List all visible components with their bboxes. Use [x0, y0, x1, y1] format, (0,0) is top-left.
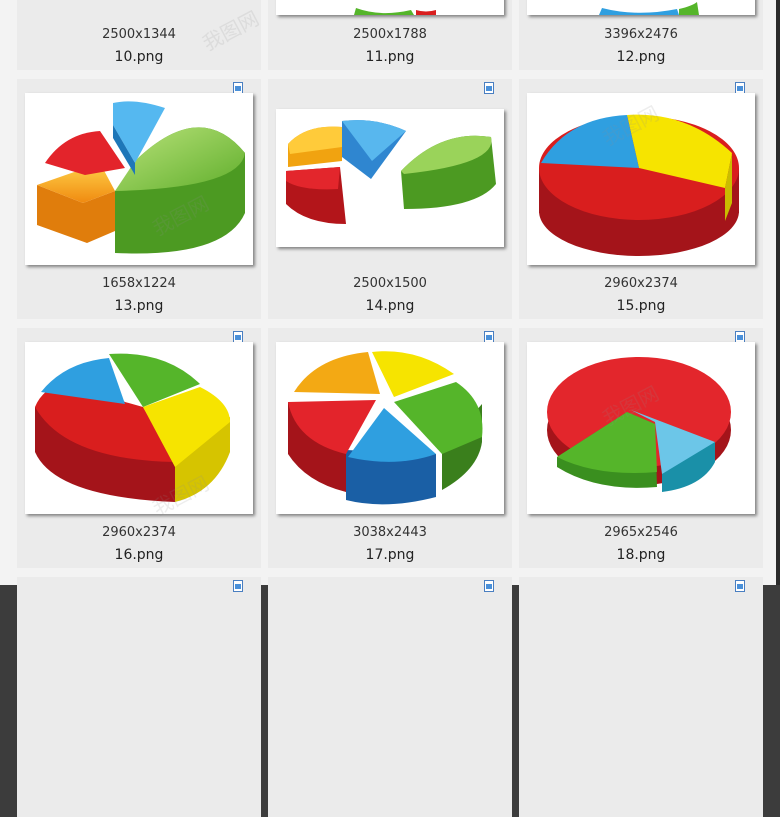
- image-dimensions: 2500x1788: [353, 27, 427, 42]
- file-name: 18.png: [616, 547, 666, 563]
- image-dimensions: 2500x1344: [102, 27, 176, 42]
- image-thumbnail: [527, 93, 755, 265]
- image-dimensions: 3396x2476: [604, 27, 678, 42]
- image-thumbnail: [25, 342, 253, 514]
- pie-chart-thumbnail: [599, 2, 699, 15]
- file-tile-partial[interactable]: [268, 577, 512, 817]
- window-edge: [776, 0, 780, 585]
- file-tile-11[interactable]: 2500x1788 11.png: [268, 0, 512, 70]
- image-dimensions: 2960x2374: [604, 276, 678, 291]
- pie-chart-thumbnail: [547, 357, 731, 492]
- file-name: 12.png: [616, 49, 666, 65]
- pie-chart-thumbnail: [286, 120, 496, 224]
- pie-chart-thumbnail: [354, 8, 436, 15]
- file-name: 11.png: [365, 49, 415, 65]
- file-name: 14.png: [365, 298, 415, 314]
- image-thumbnail: [276, 0, 504, 15]
- file-tile-16[interactable]: 2960x2374 16.png: [17, 328, 261, 568]
- image-file-icon: [484, 82, 494, 94]
- image-dimensions: 2500x1500: [353, 276, 427, 291]
- file-tile-13[interactable]: 1658x1224 13.png: [17, 79, 261, 319]
- image-dimensions: 2965x2546: [604, 525, 678, 540]
- pie-chart-thumbnail: [37, 101, 245, 254]
- file-name: 16.png: [114, 547, 164, 563]
- file-tile-15[interactable]: 2960x2374 15.png: [519, 79, 763, 319]
- file-tile-partial[interactable]: [519, 577, 763, 817]
- image-thumbnail: [276, 342, 504, 514]
- file-tile-12[interactable]: 3396x2476 12.png: [519, 0, 763, 70]
- file-tile-partial[interactable]: [17, 577, 261, 817]
- pie-chart-thumbnail: [539, 114, 739, 256]
- image-dimensions: 2960x2374: [102, 525, 176, 540]
- file-name: 15.png: [616, 298, 666, 314]
- image-thumbnail: [276, 109, 504, 247]
- image-dimensions: 3038x2443: [353, 525, 427, 540]
- file-tile-14[interactable]: 2500x1500 14.png: [268, 79, 512, 319]
- file-tile-17[interactable]: 3038x2443 17.png: [268, 328, 512, 568]
- image-file-icon: [484, 580, 494, 592]
- file-name: 10.png: [114, 49, 164, 65]
- file-tile-18[interactable]: 2965x2546 18.png: [519, 328, 763, 568]
- pie-chart-thumbnail: [35, 353, 230, 502]
- image-thumbnail: [527, 0, 755, 15]
- image-file-icon: [735, 580, 745, 592]
- image-file-icon: [233, 580, 243, 592]
- file-name: 17.png: [365, 547, 415, 563]
- file-tile-10[interactable]: 2500x1344 10.png: [17, 0, 261, 70]
- image-thumbnail: [25, 93, 253, 265]
- file-name: 13.png: [114, 298, 164, 314]
- image-thumbnail: [527, 342, 755, 514]
- image-dimensions: 1658x1224: [102, 276, 176, 291]
- pie-chart-thumbnail: [288, 351, 483, 505]
